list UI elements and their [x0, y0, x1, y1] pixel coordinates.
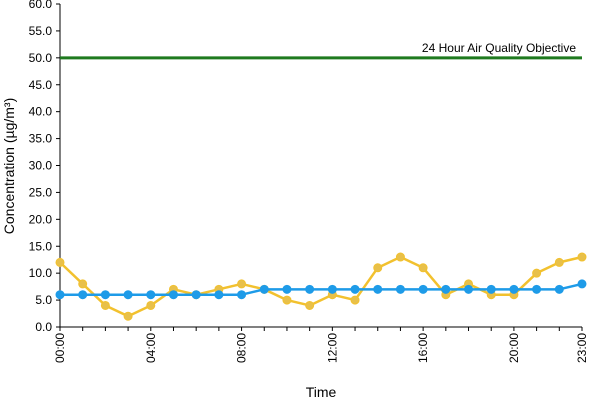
series-1-point: [55, 257, 65, 267]
y-tick-label: 35.0: [29, 132, 53, 146]
series-2-point: [486, 284, 496, 294]
x-tick-label: 12:00: [325, 333, 339, 363]
series-2-point: [327, 284, 337, 294]
series-2-point: [78, 290, 88, 300]
y-tick-label: 5.0: [35, 293, 52, 307]
y-tick-label: 25.0: [29, 185, 53, 199]
series-2-point: [146, 290, 156, 300]
series-2-point: [305, 284, 315, 294]
x-axis-title: Time: [306, 384, 337, 400]
series-2-point: [577, 279, 587, 289]
series-2-point: [191, 290, 201, 300]
series-2-line: [60, 282, 583, 296]
series-1-point: [418, 263, 428, 273]
y-axis-ticks: 0.0 5.0 10.0 15.0 20.0 25.0 30.0 35.0 40.0 45.0 50…: [29, 0, 60, 334]
series-2-point: [464, 284, 474, 294]
y-tick-label: 30.0: [29, 159, 53, 173]
series-1-point: [305, 300, 315, 310]
series-1-point: [100, 300, 110, 310]
x-axis-ticks: 00:00 04:00 08:00 12:00 16:00 20:00 23:00: [53, 327, 589, 363]
y-tick-label: 60.0: [29, 0, 53, 11]
x-tick-label: 16:00: [416, 333, 430, 363]
series-1-point: [577, 252, 587, 262]
series-1-point: [373, 263, 383, 273]
reference-line-group: 24 Hour Air Quality Objective: [60, 41, 582, 60]
y-tick-label: 55.0: [29, 24, 53, 38]
series-2-point: [509, 284, 519, 294]
series-1-point: [237, 279, 247, 289]
series-2-point: [532, 284, 542, 294]
series-2-point: [395, 284, 405, 294]
series-1-point: [395, 252, 405, 262]
series-2-point: [100, 290, 110, 300]
series-2-point: [554, 284, 564, 294]
series-2-point: [259, 284, 269, 294]
series-2-point: [123, 290, 133, 300]
y-tick-label: 15.0: [29, 239, 53, 253]
series-1-point: [78, 279, 88, 289]
series-2-point: [282, 284, 292, 294]
series-1-point: [554, 257, 564, 267]
x-tick-label: 08:00: [235, 333, 249, 363]
series-2-point: [373, 284, 383, 294]
y-tick-label: 40.0: [29, 105, 53, 119]
y-tick-label: 20.0: [29, 212, 53, 226]
series-1-point: [350, 295, 360, 305]
series-2-point: [350, 284, 360, 294]
y-tick-label: 10.0: [29, 266, 53, 280]
x-tick-label: 04:00: [144, 333, 158, 363]
series-1-point: [282, 295, 292, 305]
x-tick-label: 20:00: [507, 333, 521, 363]
series-2-point: [237, 290, 247, 300]
series-1-point: [146, 300, 156, 310]
y-axis-title: Concentration (µg/m³): [1, 98, 17, 234]
series-2-point: [168, 290, 178, 300]
series-1-point: [123, 311, 133, 321]
y-tick-label: 45.0: [29, 78, 53, 92]
series-1-point: [532, 268, 542, 278]
series-1-line: [59, 255, 583, 318]
series-2-point: [418, 284, 428, 294]
series-2-point: [441, 284, 451, 294]
x-tick-label: 00:00: [53, 333, 67, 363]
x-tick-label: 23:00: [575, 333, 589, 363]
objective-label: 24 Hour Air Quality Objective: [422, 41, 576, 55]
y-tick-label: 0.0: [35, 320, 52, 334]
series-group: [55, 252, 587, 321]
series-2-point: [214, 290, 224, 300]
y-tick-label: 50.0: [29, 51, 53, 65]
series-2-point: [55, 290, 65, 300]
